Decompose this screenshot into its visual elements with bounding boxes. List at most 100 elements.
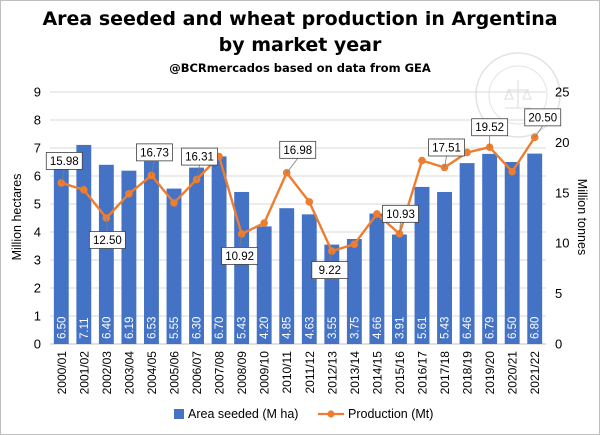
watermark-outer-ring (475, 52, 561, 138)
left-tick-label: 9 (34, 85, 41, 100)
bar-value-label: 5.43 (440, 317, 452, 339)
bar (121, 170, 137, 344)
bar (414, 186, 430, 344)
production-point (80, 185, 88, 194)
watermark-scales-icon (503, 80, 533, 109)
category-label: 2003/04 (122, 351, 136, 395)
bar-value-label: 6.46 (462, 317, 474, 339)
category-label: 2015/16 (393, 351, 407, 395)
bar-value-label: 5.61 (417, 317, 429, 339)
annotation-leader (60, 169, 65, 184)
category-label: 2010/11 (280, 351, 294, 394)
bar-value-label: 5.43 (237, 317, 249, 339)
left-tick-label: 2 (34, 281, 41, 296)
category-label: 2012/13 (325, 351, 339, 395)
legend: Area seeded (M ha) Production (Mt) (174, 407, 433, 421)
left-tick-label: 1 (34, 309, 41, 324)
annotation-leader (239, 233, 243, 248)
annotation-box (221, 247, 259, 265)
category-label: 2020/21 (506, 351, 520, 395)
bar-value-label: 6.80 (530, 317, 542, 339)
annotation-leader (151, 160, 155, 176)
legend-bar-label: Area seeded (M ha) (188, 407, 298, 421)
production-point (305, 198, 314, 206)
left-tick-label: 4 (34, 225, 41, 240)
annotation-leader (534, 125, 544, 138)
annotation-leader (444, 155, 447, 168)
bar-value-label: 3.75 (349, 317, 361, 339)
left-tick-label: 7 (34, 141, 41, 156)
bar-value-label: 4.66 (372, 317, 384, 339)
bar (144, 161, 159, 344)
bar-value-label: 6.79 (485, 317, 497, 339)
bar (301, 214, 317, 344)
annotation-box (88, 231, 126, 249)
bar-value-label: 6.50 (56, 317, 68, 339)
bar (392, 234, 407, 344)
left-tick-label: 8 (34, 113, 41, 128)
bar (166, 188, 182, 344)
annotation-label: 17.51 (432, 142, 461, 154)
bar-value-label: 4.85 (282, 317, 294, 339)
bar-value-label: 6.70 (214, 317, 226, 339)
annotation-box (279, 140, 317, 159)
legend-line-label: Production (Mt) (348, 407, 433, 421)
category-label: 2006/07 (190, 351, 204, 395)
category-label: 2009/10 (258, 351, 272, 395)
production-point (508, 167, 516, 176)
bar (53, 162, 69, 344)
annotation-label: 16.98 (283, 145, 312, 157)
bar-value-label: 3.91 (394, 317, 406, 339)
category-label: 2018/19 (461, 351, 475, 395)
left-axis-ticks: 0 1 2 3 4 5 6 7 8 9 (34, 85, 41, 352)
annotation-box (382, 204, 419, 223)
category-label: 2004/05 (145, 351, 159, 395)
production-point (373, 210, 381, 218)
annotation-box (45, 152, 83, 170)
category-label: 2016/17 (416, 351, 430, 395)
category-label: 2002/03 (100, 351, 114, 395)
bar (234, 191, 250, 344)
right-axis-ticks: 0 5 10 15 20 25 (555, 85, 569, 352)
annotation-box (471, 118, 509, 137)
category-label: 2001/02 (77, 351, 91, 395)
right-tick-label: 0 (555, 337, 562, 352)
annotation-label: 9.22 (319, 265, 341, 277)
annotation-leader (329, 250, 333, 262)
production-point (102, 214, 111, 222)
category-label: 2019/20 (483, 351, 497, 395)
annotation-label: 16.73 (140, 147, 169, 159)
bar-value-label: 4.20 (259, 317, 271, 339)
bar (211, 156, 227, 344)
category-label: 2007/08 (213, 351, 227, 395)
bar (346, 239, 362, 344)
annotation-label: 10.93 (386, 209, 415, 221)
production-point (463, 148, 471, 157)
production-point (260, 219, 268, 227)
bar (482, 153, 498, 344)
annotation-label: 15.98 (50, 156, 79, 168)
right-tick-label: 25 (555, 85, 569, 100)
left-tick-label: 5 (34, 197, 41, 212)
annotation-label: 16.31 (185, 152, 214, 164)
annotation-label: 12.50 (93, 235, 122, 247)
annotation-leader (105, 217, 108, 232)
annotation-leader (399, 222, 401, 234)
category-label: 2021/22 (528, 351, 542, 395)
left-tick-label: 6 (34, 169, 41, 184)
annotation-label: 20.50 (528, 112, 557, 124)
bar (279, 208, 295, 344)
category-labels: 2000/01 2001/02 2002/03 2003/04 2004/05 2005/… (55, 351, 542, 395)
watermark-inner-ring (488, 65, 548, 125)
category-label: 2017/18 (438, 351, 452, 395)
bar-value-label: 7.11 (79, 317, 91, 339)
category-label: 2011/12 (303, 351, 317, 394)
watermark-seal (475, 52, 561, 138)
bar-value-label: 4.63 (304, 317, 316, 339)
bar (369, 213, 385, 344)
legend-line-marker (327, 410, 335, 418)
bar (459, 163, 475, 344)
bar (504, 162, 520, 344)
bar (189, 167, 204, 344)
annotation-leader (286, 158, 299, 174)
